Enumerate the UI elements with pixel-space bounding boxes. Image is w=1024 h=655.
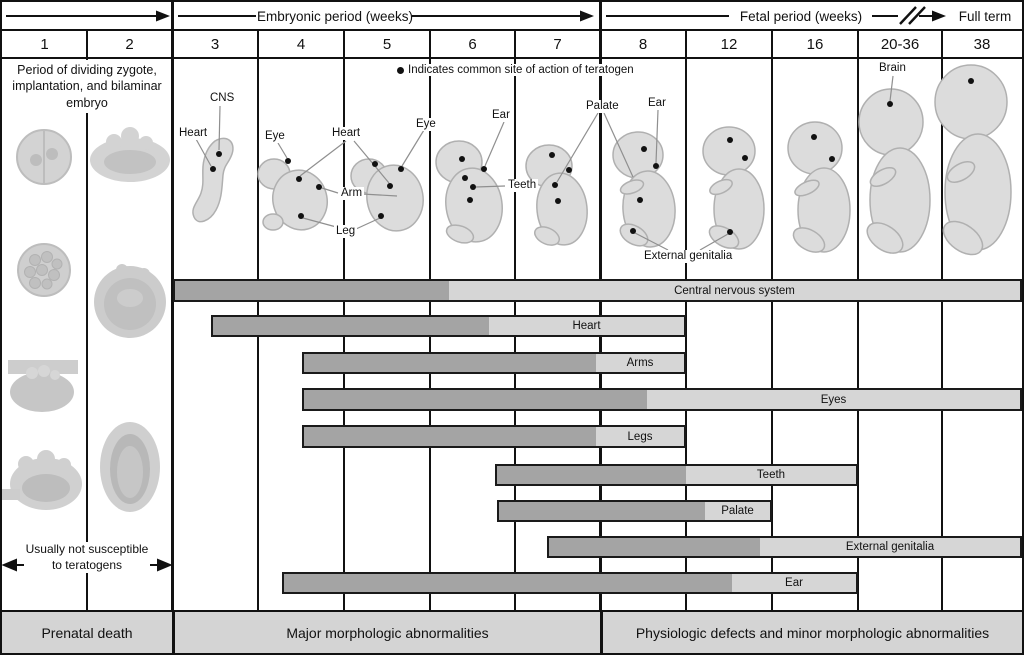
label-brain: Brain — [877, 62, 908, 76]
week-cell-38: 38 — [973, 35, 991, 53]
label-palate: Palate — [584, 100, 621, 114]
grid-line-week12-16 — [771, 30, 773, 612]
bar-external-genitalia-label: External genitalia — [845, 541, 935, 553]
bar-teeth-label: Teeth — [756, 469, 786, 481]
label-arm: Arm — [339, 187, 365, 201]
not-susceptible-note: Usually not susceptible to teratogens — [24, 542, 150, 574]
fetal-period-label: Fetal period (weeks) — [732, 6, 870, 26]
bar-arms-low-sensitivity: Arms — [596, 354, 684, 372]
bar-external-genitalia-high-sensitivity — [549, 538, 760, 556]
week-cell-2: 2 — [125, 35, 134, 53]
week-cell-6: 6 — [468, 35, 477, 53]
bar-eyes-high-sensitivity — [304, 390, 647, 409]
outcome-major-abnormalities: Major morphologic abnormalities — [172, 612, 600, 653]
week-cell-8: 8 — [638, 35, 648, 53]
label-leader-lines — [195, 75, 894, 251]
bar-cns-low-sensitivity: Central nervous system — [449, 281, 1020, 300]
header-divider-line — [2, 29, 1022, 31]
bar-ear-label: Ear — [785, 577, 803, 589]
bar-cns-label: Central nervous system — [674, 284, 795, 297]
bar-legs-low-sensitivity: Legs — [596, 427, 684, 446]
bar-legs-high-sensitivity — [304, 427, 596, 446]
week-cell-20-36: 20-36 — [880, 35, 920, 53]
teratogen-site-dot-icon — [397, 66, 404, 74]
outcome-physiologic-defects: Physiologic defects and minor morphologi… — [600, 612, 1022, 653]
grid-line-2036-38 — [941, 30, 943, 612]
label-eye-week4: Eye — [263, 130, 287, 144]
week-cell-3: 3 — [210, 35, 220, 53]
bar-teeth: Teeth — [495, 464, 858, 486]
bar-heart-high-sensitivity — [213, 317, 489, 335]
grid-line-week2-3 — [171, 2, 174, 612]
label-ear-week8: Ear — [646, 97, 668, 111]
bar-teeth-high-sensitivity — [497, 466, 686, 484]
week-cell-7: 7 — [553, 35, 562, 53]
bar-ear-high-sensitivity — [284, 574, 732, 592]
bar-heart: Heart — [211, 315, 686, 337]
week1-zygote-illustrations — [2, 129, 82, 510]
bar-eyes-label: Eyes — [820, 393, 847, 406]
bar-palate-low-sensitivity: Palate — [705, 502, 770, 520]
bar-arms: Arms — [302, 352, 686, 374]
label-heart-week4-5: Heart — [330, 127, 363, 141]
bar-central-nervous-system: Central nervous system — [173, 279, 1022, 302]
bar-arms-label: Arms — [626, 357, 654, 369]
bar-arms-high-sensitivity — [304, 354, 596, 372]
label-heart-week3: Heart — [177, 127, 210, 141]
axis-break-icon — [899, 6, 926, 25]
bar-palate-label: Palate — [721, 505, 754, 517]
bar-ear-low-sensitivity: Ear — [732, 574, 856, 592]
outcome-band: Prenatal death Major morphologic abnorma… — [2, 610, 1022, 653]
label-external-genitalia: External genitalia — [642, 250, 735, 264]
week2-embryo-illustrations — [90, 127, 170, 512]
full-term-label: Full term — [958, 8, 1012, 24]
bar-external-genitalia-low-sensitivity: External genitalia — [760, 538, 1020, 556]
week-cell-1: 1 — [40, 35, 49, 53]
bar-teeth-low-sensitivity: Teeth — [686, 466, 856, 484]
label-eye-week5: Eye — [414, 118, 438, 132]
bar-cns-high-sensitivity — [175, 281, 449, 300]
label-cns: CNS — [208, 92, 237, 106]
bar-external-genitalia: External genitalia — [547, 536, 1022, 558]
grid-line-week8-12 — [685, 30, 687, 612]
grid-line-week7-8 — [599, 2, 602, 612]
bar-eyes: Eyes — [302, 388, 1022, 411]
week-cell-16: 16 — [806, 35, 824, 53]
grid-line-week16-2036 — [857, 30, 859, 612]
week-row-divider-line — [2, 57, 1022, 59]
legend-text: Indicates common site of action of terat… — [408, 64, 634, 76]
bar-heart-low-sensitivity: Heart — [489, 317, 684, 335]
bar-legs: Legs — [302, 425, 686, 448]
outcome-prenatal-death: Prenatal death — [41, 624, 133, 641]
teratogen-site-legend: Indicates common site of action of terat… — [394, 64, 637, 76]
bar-ear: Ear — [282, 572, 858, 594]
bar-palate-high-sensitivity — [499, 502, 705, 520]
label-ear-week6: Ear — [490, 109, 512, 123]
label-leg: Leg — [334, 225, 358, 239]
embryonic-period-label: Embryonic period (weeks) — [257, 6, 413, 26]
week-cell-12: 12 — [720, 35, 738, 53]
bar-eyes-low-sensitivity: Eyes — [647, 390, 1020, 409]
week-cell-5: 5 — [382, 35, 392, 53]
grid-line-week1-2 — [86, 30, 88, 612]
bar-legs-label: Legs — [627, 430, 653, 443]
label-teeth: Teeth — [506, 179, 539, 193]
bar-palate: Palate — [497, 500, 772, 522]
week-cell-4: 4 — [296, 35, 306, 53]
dividing-zygote-caption: Period of dividing zygote, implantation,… — [4, 60, 170, 113]
bar-heart-label: Heart — [572, 320, 601, 332]
